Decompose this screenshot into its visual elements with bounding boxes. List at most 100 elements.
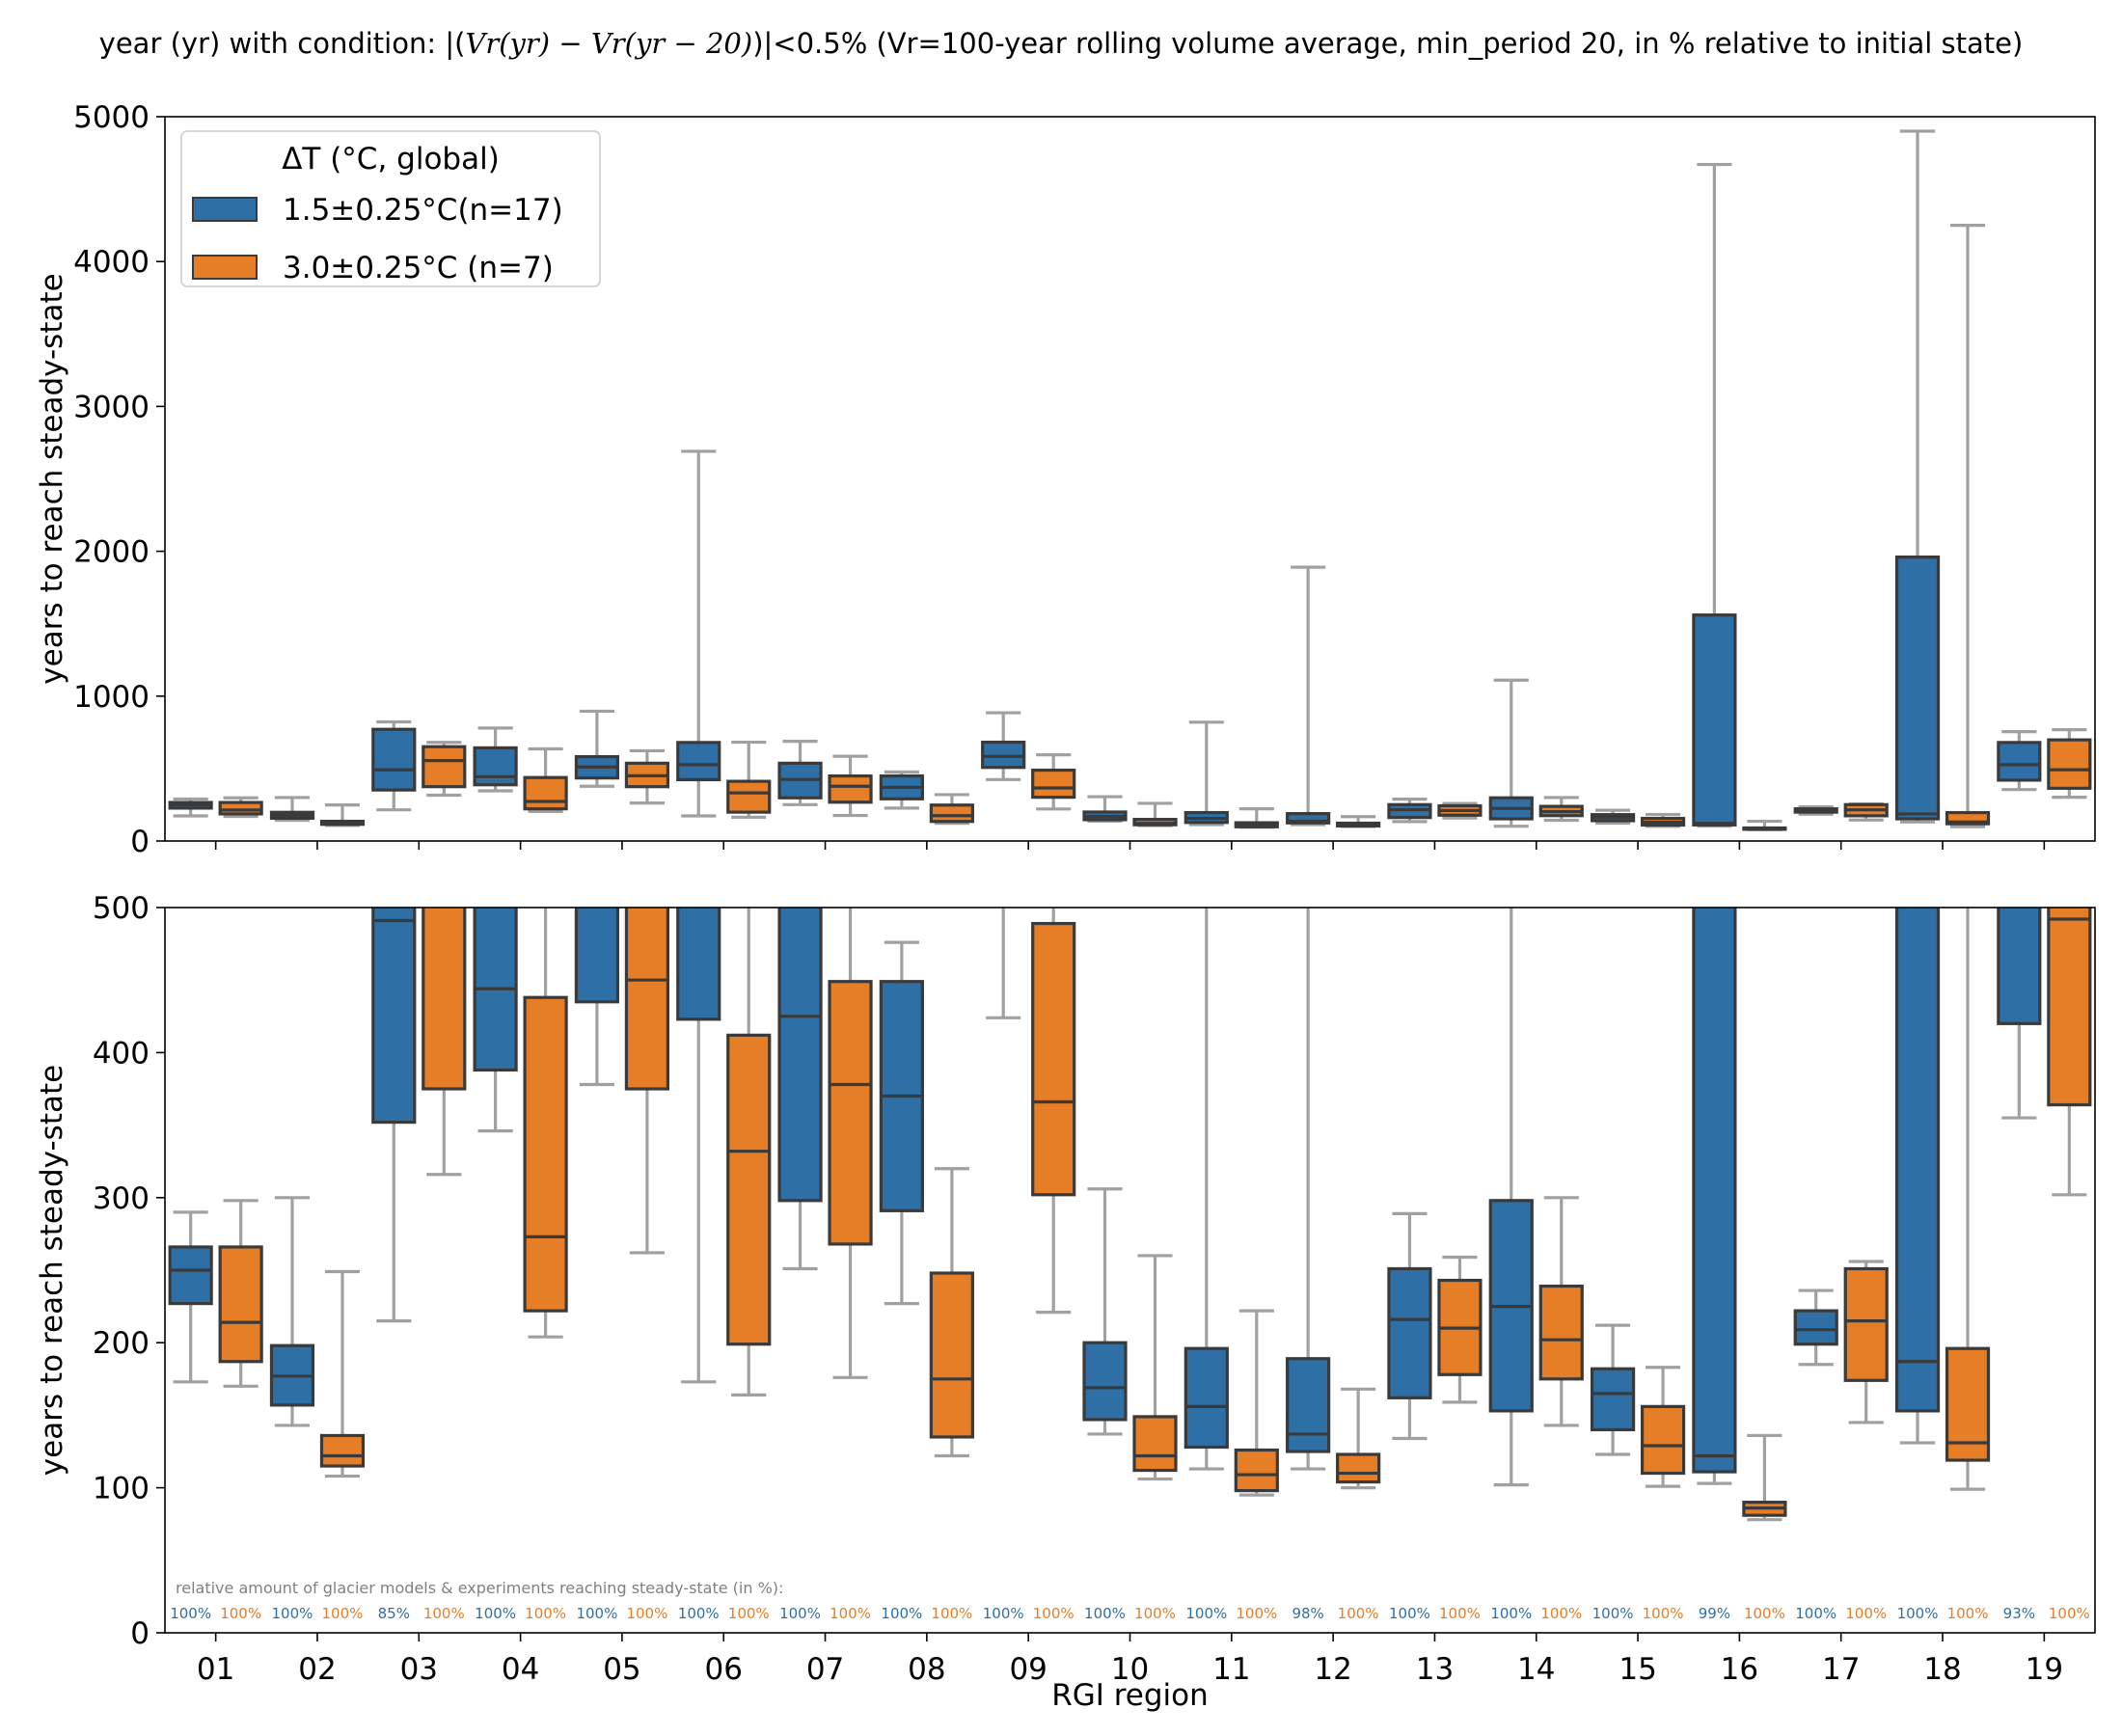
box-bottom-s2-10 (1132, 1254, 1178, 1481)
box-body (2047, 908, 2092, 1107)
box-top-s2-08 (929, 793, 974, 826)
y-tick-label: 400 (93, 1036, 150, 1071)
box-bottom-s1-12 (1286, 908, 1331, 1471)
y-tick-label: 0 (130, 825, 150, 859)
box-body (168, 1245, 213, 1306)
box-body (1082, 1341, 1128, 1422)
box-body (777, 908, 823, 1203)
panel-bottom: 0 100 200 300 400 500 01 02 03 04 05 06 07 08 09 10 11 12… (35, 891, 2096, 1713)
x-tick-label: 11 (1212, 1652, 1250, 1687)
box-body (1286, 812, 1331, 825)
box-top-s1-18 (1894, 129, 1941, 824)
box-body (1945, 810, 1991, 826)
x-tick-label: 14 (1517, 1652, 1555, 1687)
box-body (422, 908, 467, 1091)
box-body (1132, 1415, 1178, 1473)
y-tick-label: 1000 (73, 680, 150, 715)
box-top-s1-09 (981, 711, 1026, 781)
percent-label: 99% (1699, 1605, 1730, 1622)
y-tick-label: 3000 (73, 390, 150, 424)
percent-label: 100% (1744, 1605, 1785, 1622)
box-body (2047, 738, 2092, 790)
x-tick-label: 02 (298, 1652, 336, 1687)
box-bottom-s2-06 (726, 908, 772, 1397)
x-tick-label: 05 (603, 1652, 640, 1687)
legend-frame (180, 130, 601, 287)
box-top-s2-14 (1538, 796, 1584, 823)
box-top-s1-08 (879, 770, 924, 810)
x-tick-label: 13 (1416, 1652, 1454, 1687)
box-bottom-s2-14 (1538, 1196, 1584, 1427)
percent-label: 100% (1338, 1605, 1379, 1622)
box-bottom-s1-08 (879, 940, 924, 1306)
percent-label: 100% (678, 1605, 720, 1622)
x-tick-label: 04 (502, 1652, 539, 1687)
box-bottom-s1-11 (1183, 908, 1229, 1471)
box-body (1336, 1452, 1381, 1484)
box-bottom-s2-07 (828, 908, 873, 1379)
plot-area-top (168, 129, 2092, 831)
box-body (218, 1245, 263, 1364)
percent-label: 100% (1185, 1605, 1227, 1622)
legend-label-s1: 1.5±0.25°C(n=17) (283, 193, 563, 228)
percent-label: 98% (1292, 1605, 1323, 1622)
box-top-s2-03 (422, 741, 467, 798)
percent-label: 100% (475, 1605, 516, 1622)
box-top-s1-03 (371, 719, 417, 812)
percent-label: 100% (1897, 1605, 1939, 1622)
box-top-s1-10 (1082, 795, 1128, 824)
percent-label: 100% (1795, 1605, 1836, 1622)
box-body (929, 803, 974, 824)
box-body (929, 1271, 974, 1439)
box-top-s2-16 (1742, 819, 1787, 831)
box-body (676, 908, 721, 1021)
percent-label: 100% (881, 1605, 922, 1622)
y-tick-label: 500 (93, 891, 150, 926)
box-body (726, 1033, 772, 1346)
percent-label: 100% (1845, 1605, 1887, 1622)
plot-area-bottom (168, 908, 2092, 1522)
box-bottom-s1-02 (269, 1196, 315, 1427)
box-top-s1-19 (1997, 729, 2042, 792)
y-tick-label: 0 (130, 1616, 150, 1651)
percent-label: 100% (1490, 1605, 1532, 1622)
box-body (1692, 908, 1737, 1474)
x-tick-label: 15 (1619, 1652, 1656, 1687)
box-bottom-s1-03 (371, 908, 417, 1323)
box-body (726, 779, 772, 814)
percent-label: 100% (220, 1605, 261, 1622)
x-tick-label: 16 (1721, 1652, 1758, 1687)
box-bottom-s1-06 (676, 908, 721, 1384)
box-bottom-s1-14 (1488, 908, 1534, 1487)
box-body (1997, 908, 2042, 1025)
box-bottom-s2-03 (422, 908, 467, 1177)
x-tick-label: 12 (1314, 1652, 1351, 1687)
box-top-s1-17 (1793, 804, 1838, 816)
box-top-s1-05 (574, 709, 620, 788)
box-top-s2-01 (218, 796, 263, 819)
legend-label-s2: 3.0±0.25°C (n=7) (283, 251, 554, 285)
box-top-s2-05 (624, 748, 670, 805)
box-top-s1-15 (1590, 808, 1636, 826)
box-bottom-s1-04 (473, 908, 518, 1133)
box-body (319, 1433, 366, 1468)
x-tick-label: 06 (705, 1652, 743, 1687)
box-top-s2-04 (523, 746, 568, 813)
percent-label: 100% (576, 1605, 617, 1622)
box-body (371, 727, 417, 792)
y-tick-label: 100 (93, 1472, 150, 1506)
box-top-s2-13 (1437, 801, 1483, 820)
panel-top: 0 1000 2000 3000 4000 5000 years to reach stea… (35, 100, 2096, 859)
box-top-s1-02 (269, 796, 315, 823)
percent-label: 100% (170, 1605, 211, 1622)
x-tick-label: 03 (400, 1652, 438, 1687)
y-tick-label: 4000 (73, 245, 150, 280)
box-body (1031, 768, 1076, 800)
x-tick-label: 18 (1923, 1652, 1961, 1687)
box-top-s2-12 (1336, 815, 1381, 828)
percent-label: 100% (322, 1605, 364, 1622)
box-bottom-s2-04 (523, 908, 568, 1339)
percent-label: 100% (1439, 1605, 1481, 1622)
x-tick-label: 01 (197, 1652, 234, 1687)
